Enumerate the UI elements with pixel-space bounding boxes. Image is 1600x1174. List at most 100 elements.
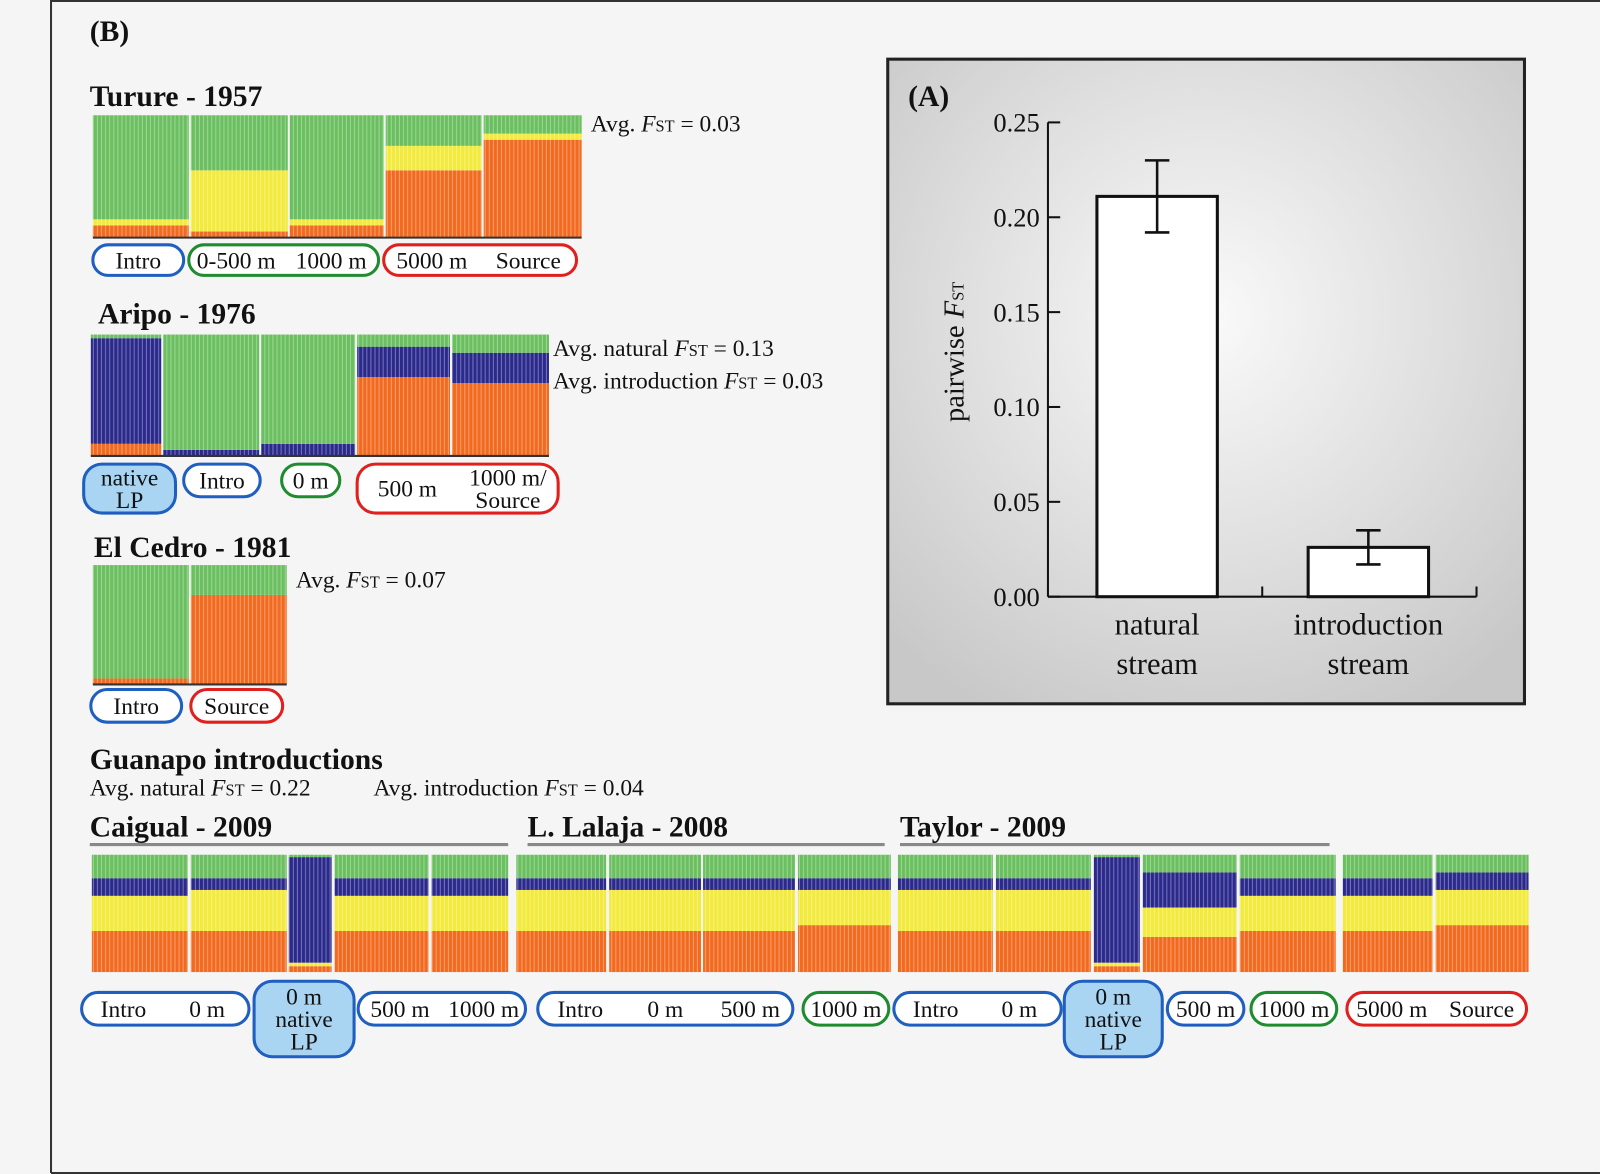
population-label: Source [496, 248, 561, 274]
section-title: Guanapo introductions [90, 744, 383, 776]
text-part: ST [948, 282, 967, 301]
text-part: = 0.13 [708, 336, 774, 362]
population-group [91, 243, 186, 277]
error-bar [1144, 159, 1170, 234]
individual-stripes [452, 334, 549, 456]
population-label: 5000 m [1356, 997, 1427, 1023]
text-part: Avg. [591, 112, 641, 138]
text-part: = 0.07 [380, 568, 446, 594]
individual-stripes [516, 854, 607, 973]
individual-stripes [609, 854, 702, 973]
panel-label: (B) [90, 16, 129, 48]
individual-stripes [357, 334, 450, 456]
individual-stripes [995, 854, 1091, 973]
x-tick-label: introduction [1294, 607, 1444, 641]
population-group [356, 990, 528, 1027]
text-part: F [210, 776, 226, 802]
y-tick-label: 0.10 [993, 392, 1039, 422]
text-part: ST [361, 573, 380, 592]
text-part: Avg. [296, 568, 346, 594]
individual-stripes [90, 334, 162, 456]
population-group [382, 243, 579, 277]
text-part: pairwise [939, 318, 970, 422]
individual-stripes [1435, 854, 1529, 973]
population-label: native [101, 466, 158, 492]
text-part: Avg. natural [553, 336, 674, 362]
fst-note: Avg. introduction FST = 0.04 [373, 776, 644, 802]
population-label: 500 m [721, 997, 780, 1023]
text-part: F [543, 776, 559, 802]
population-label: Intro [199, 469, 245, 495]
population-group [189, 687, 285, 724]
individual-stripes [1093, 854, 1140, 973]
fst-note: Avg. FST = 0.07 [296, 568, 446, 594]
text-part: F [673, 336, 689, 362]
population-label: 0 m [293, 469, 329, 495]
population-group [1249, 990, 1339, 1027]
individual-stripes [1239, 854, 1336, 973]
population-label: 1000 m [296, 248, 367, 274]
text-part: = 0.22 [245, 776, 311, 802]
text-part: F [345, 568, 361, 594]
population-label: native [1085, 1007, 1142, 1033]
text-part: Avg. natural [90, 776, 211, 802]
population-label: 0 m [286, 985, 322, 1011]
y-tick-label: 0.20 [993, 202, 1039, 232]
population-label: Intro [113, 694, 159, 720]
individual-stripes [797, 854, 891, 973]
bar [1095, 194, 1219, 599]
text-part: ST [738, 374, 757, 393]
population-label: Intro [913, 997, 959, 1023]
individual-stripes [385, 115, 482, 238]
population-label: 1000 m [1258, 997, 1329, 1023]
individual-stripes [483, 115, 582, 238]
y-tick-label: 0.25 [993, 108, 1039, 138]
population-group [82, 462, 178, 515]
individual-stripes [261, 334, 356, 456]
individual-stripes [289, 115, 384, 238]
canvas: (B) (A) 0.00 0.05 0.10 0.15 0.20 0.25 pairwise… [49, 0, 1600, 1174]
text-part: Avg. introduction [373, 776, 544, 802]
fst-note: Avg. natural FST = 0.22 [90, 776, 311, 802]
individual-stripes [703, 854, 795, 973]
population-label: LP [290, 1030, 317, 1056]
fst-note: Avg. introduction FST = 0.03 [553, 369, 823, 395]
individual-stripes [288, 854, 332, 973]
population-group [187, 243, 381, 277]
population-label: 0 m [647, 997, 683, 1023]
individual-stripes [163, 334, 260, 456]
individual-stripes [431, 854, 509, 973]
text-part: F [939, 300, 970, 319]
population-group [801, 990, 891, 1027]
population-group [355, 462, 560, 515]
section-title: Aripo - 1976 [98, 298, 256, 330]
population-label: Intro [115, 248, 161, 274]
population-label: 1000 m [448, 997, 519, 1023]
section-title: El Cedro - 1981 [94, 532, 292, 564]
population-group [1345, 990, 1529, 1027]
text-part: = 0.03 [675, 112, 741, 138]
population-label: 0 m [189, 997, 225, 1023]
text-part: = 0.04 [578, 776, 644, 802]
population-label: 5000 m [396, 248, 467, 274]
stream-title: Taylor - 2009 [900, 811, 1066, 843]
population-group [280, 462, 342, 499]
individual-stripes [1342, 854, 1433, 973]
x-tick-label: natural [1115, 607, 1200, 641]
population-label: Source [1449, 997, 1514, 1023]
population-label: 500 m [370, 997, 429, 1023]
individual-stripes [190, 565, 287, 685]
text-part: Avg. introduction [553, 369, 724, 395]
population-group [89, 687, 184, 724]
text-part: F [723, 369, 739, 395]
population-label: LP [1100, 1030, 1127, 1056]
population-group [80, 990, 251, 1027]
individual-stripes [334, 854, 429, 973]
population-label: 1000 m/ [469, 466, 547, 492]
population-group [1062, 979, 1164, 1059]
population-group [182, 462, 262, 499]
population-label: 500 m [378, 477, 437, 503]
population-label: Intro [557, 997, 603, 1023]
population-label: LP [116, 488, 143, 514]
